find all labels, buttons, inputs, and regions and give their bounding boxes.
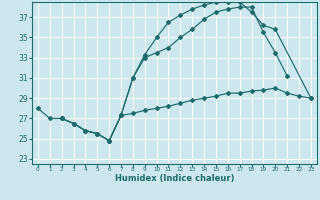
X-axis label: Humidex (Indice chaleur): Humidex (Indice chaleur) (115, 174, 234, 183)
